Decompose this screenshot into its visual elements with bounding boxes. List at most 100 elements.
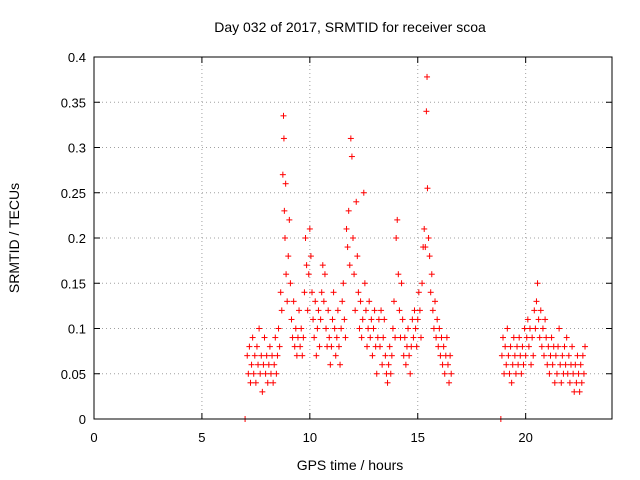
data-point xyxy=(382,352,389,359)
data-point xyxy=(508,379,515,386)
x-tick-label: 10 xyxy=(303,430,317,445)
data-point xyxy=(321,271,328,278)
data-point xyxy=(399,316,406,323)
data-point xyxy=(435,343,442,350)
data-point xyxy=(395,271,402,278)
data-point xyxy=(329,316,336,323)
data-point xyxy=(510,334,517,341)
data-point xyxy=(402,361,409,368)
data-point xyxy=(529,334,536,341)
data-point xyxy=(271,361,278,368)
data-point xyxy=(259,388,266,395)
data-point xyxy=(249,334,256,341)
data-point xyxy=(521,325,528,332)
data-point xyxy=(308,289,315,296)
data-point xyxy=(543,334,550,341)
data-point xyxy=(280,112,287,119)
data-point xyxy=(266,343,273,350)
data-point xyxy=(553,370,560,377)
data-point xyxy=(422,244,429,251)
data-point xyxy=(536,334,543,341)
data-point xyxy=(283,271,290,278)
data-point xyxy=(305,271,312,278)
data-point xyxy=(343,225,350,232)
data-point xyxy=(444,361,451,368)
data-point xyxy=(566,379,573,386)
data-point xyxy=(575,370,582,377)
data-point xyxy=(562,361,569,368)
data-point xyxy=(279,171,286,178)
data-point xyxy=(288,316,295,323)
data-point xyxy=(335,343,342,350)
data-point xyxy=(579,352,586,359)
data-point xyxy=(258,352,265,359)
data-point xyxy=(555,343,562,350)
data-point xyxy=(549,361,556,368)
data-point xyxy=(334,307,341,314)
data-point xyxy=(342,334,349,341)
data-point xyxy=(375,316,382,323)
data-point xyxy=(509,361,516,368)
data-point xyxy=(357,298,364,305)
data-point xyxy=(376,343,383,350)
data-point xyxy=(411,307,418,314)
data-point xyxy=(448,370,455,377)
y-tick-label: 0 xyxy=(79,412,86,427)
data-point xyxy=(574,352,581,359)
data-point xyxy=(277,289,284,296)
data-point xyxy=(576,388,583,395)
data-point xyxy=(401,334,408,341)
data-point xyxy=(505,352,512,359)
data-point xyxy=(507,343,514,350)
y-tick-label: 0.4 xyxy=(68,50,86,65)
data-point xyxy=(504,325,511,332)
data-point xyxy=(571,388,578,395)
data-point xyxy=(539,325,546,332)
data-point xyxy=(282,180,289,187)
data-point xyxy=(520,361,527,368)
data-point xyxy=(261,334,268,341)
data-point xyxy=(408,343,415,350)
data-point xyxy=(511,352,518,359)
data-point xyxy=(394,216,401,223)
data-point xyxy=(348,153,355,160)
data-point xyxy=(248,361,255,368)
y-tick-label: 0.35 xyxy=(61,95,86,110)
data-point xyxy=(311,334,318,341)
data-point xyxy=(582,343,589,350)
data-point xyxy=(515,361,522,368)
data-point xyxy=(318,289,325,296)
data-point xyxy=(304,307,311,314)
data-point xyxy=(416,307,423,314)
data-point xyxy=(352,307,359,314)
data-point xyxy=(361,280,368,287)
data-point xyxy=(253,343,260,350)
data-point xyxy=(328,343,335,350)
y-tick-label: 0.2 xyxy=(68,231,86,246)
data-point xyxy=(284,298,291,305)
data-point xyxy=(447,352,454,359)
data-point xyxy=(559,352,566,359)
data-point xyxy=(371,307,378,314)
data-point xyxy=(367,334,374,341)
data-point xyxy=(347,135,354,142)
data-point xyxy=(362,307,369,314)
data-point xyxy=(561,343,568,350)
grid-lines xyxy=(94,57,612,419)
data-point xyxy=(337,361,344,368)
data-point xyxy=(557,361,564,368)
x-tick-label: 5 xyxy=(198,430,205,445)
data-point xyxy=(264,379,271,386)
y-tick-label: 0.3 xyxy=(68,141,86,156)
data-point xyxy=(299,352,306,359)
x-axis: 0 5 10 15 20 xyxy=(90,57,533,445)
data-point xyxy=(267,370,274,377)
data-point xyxy=(389,325,396,332)
data-point xyxy=(537,307,544,314)
data-point xyxy=(430,325,437,332)
data-point xyxy=(544,361,551,368)
data-point xyxy=(556,325,563,332)
data-point xyxy=(384,379,391,386)
data-point xyxy=(427,289,434,296)
data-point xyxy=(570,370,577,377)
